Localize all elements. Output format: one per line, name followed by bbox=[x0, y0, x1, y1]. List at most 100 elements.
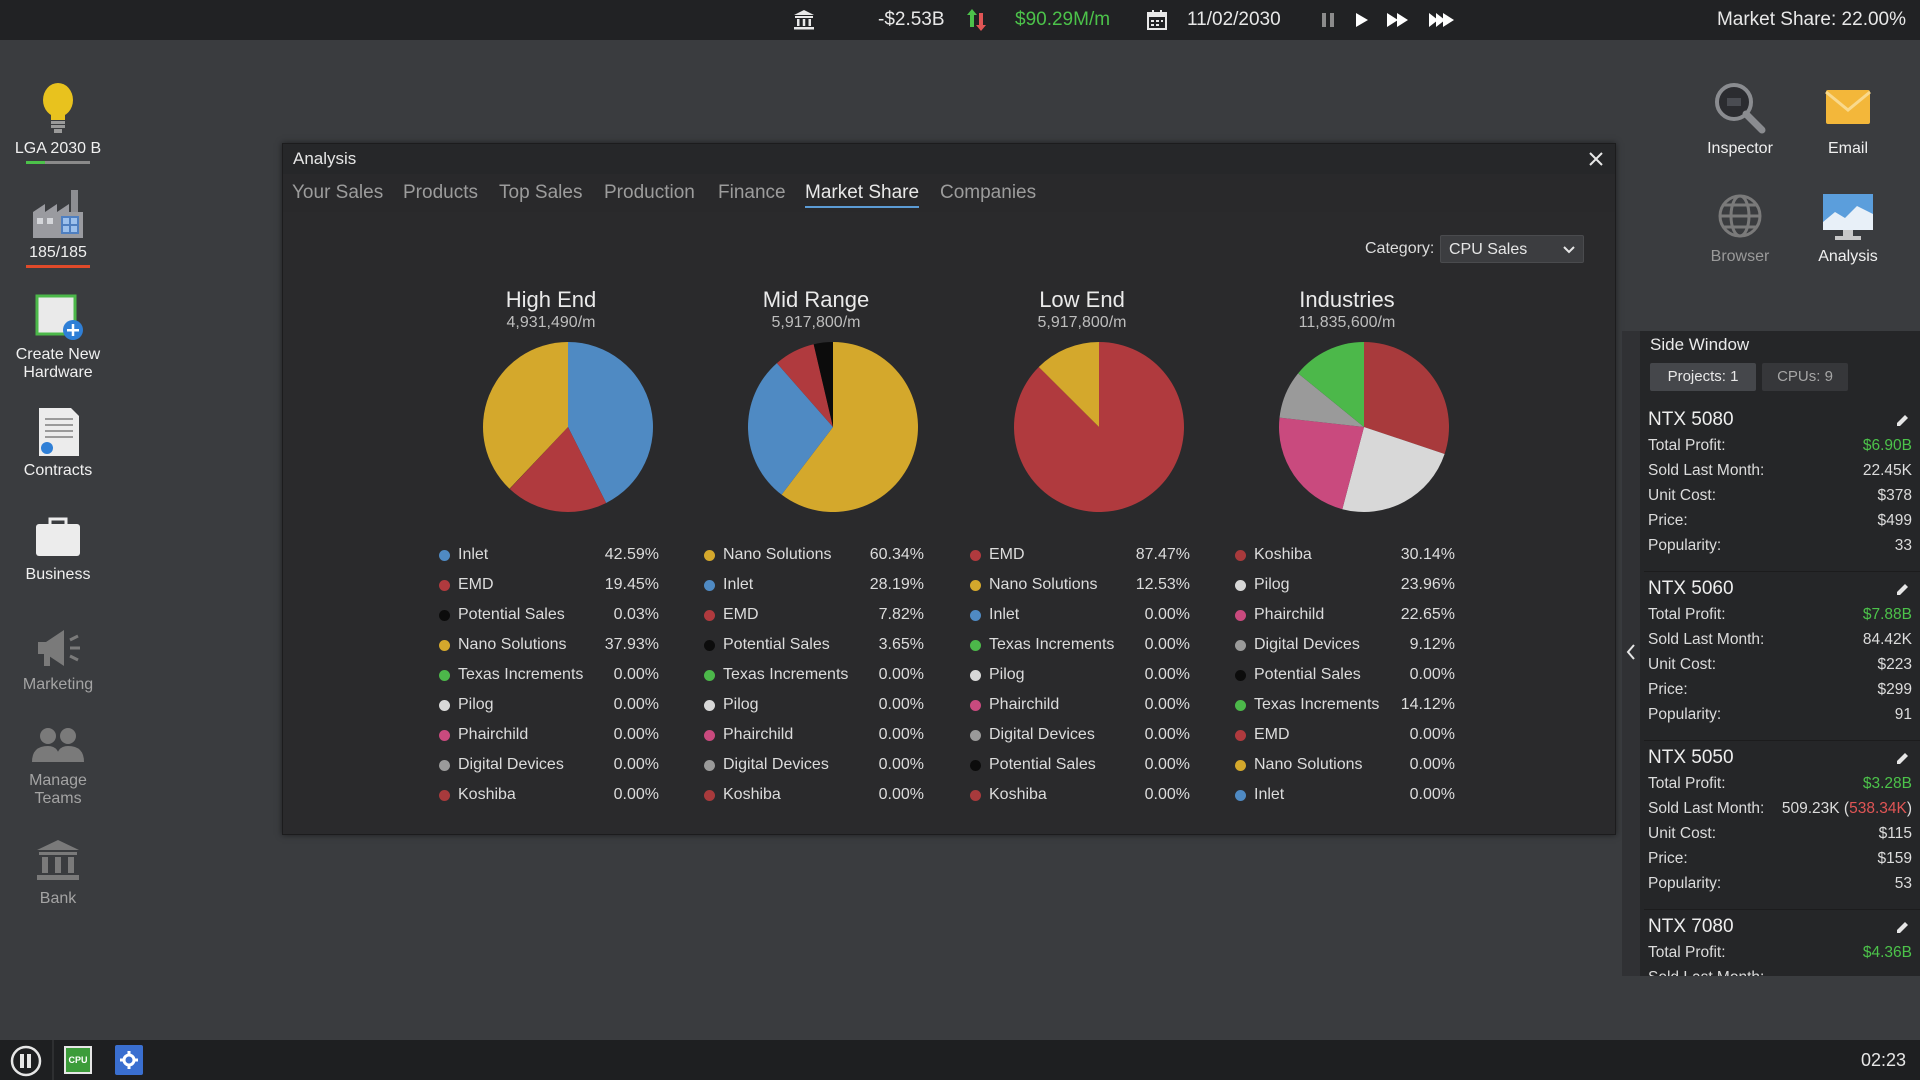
legend-swatch bbox=[970, 730, 981, 741]
product-list[interactable]: NTX 5080 Total Profit: $6.90B Sold Last M… bbox=[1644, 403, 1920, 976]
pencil-icon[interactable] bbox=[1896, 920, 1910, 934]
legend-swatch bbox=[439, 610, 450, 621]
legend-label: Texas Increments bbox=[1254, 696, 1380, 713]
legend-value: 0.00% bbox=[878, 696, 924, 713]
desktop-icon-create-hardware[interactable]: Create New Hardware bbox=[8, 294, 108, 382]
legend-label: Phairchild bbox=[989, 696, 1060, 713]
pencil-icon[interactable] bbox=[1896, 582, 1910, 596]
analysis-content: Category: CPU Sales High End 4,931,490/m… bbox=[283, 212, 1615, 834]
legend-item: Phairchild 0.00% bbox=[439, 722, 659, 752]
side-window-collapse-handle[interactable] bbox=[1622, 331, 1640, 976]
legend-item: Nano Solutions 37.93% bbox=[439, 632, 659, 662]
legend-value: 87.47% bbox=[1135, 546, 1190, 563]
tab-market-share[interactable]: Market Share bbox=[805, 174, 920, 212]
tab-your-sales[interactable]: Your Sales bbox=[292, 182, 384, 203]
legend-label: Koshiba bbox=[1254, 546, 1312, 563]
legend-item: Texas Increments 0.00% bbox=[439, 662, 659, 692]
tab-companies[interactable]: Companies bbox=[940, 182, 1037, 203]
product-card[interactable]: NTX 5060 Total Profit: $7.88B Sold Last M… bbox=[1644, 572, 1920, 741]
popularity-value: 91 bbox=[1894, 706, 1912, 723]
chart-low-end: Low End 5,917,800/m EMD 87.47% Nano Soluti… bbox=[962, 288, 1202, 803]
desktop-icon-lga[interactable]: LGA 2030 B bbox=[8, 80, 108, 164]
desktop-icon-bank[interactable]: Bank bbox=[8, 838, 108, 908]
legend-swatch bbox=[439, 760, 450, 771]
cpus-button[interactable]: CPUs: 9 bbox=[1762, 363, 1848, 391]
close-icon[interactable] bbox=[1587, 150, 1605, 168]
desktop-icon-contracts[interactable]: Contracts bbox=[8, 406, 108, 480]
legend-swatch bbox=[1235, 730, 1246, 741]
pencil-icon[interactable] bbox=[1896, 751, 1910, 765]
analysis-window-title: Analysis bbox=[293, 149, 357, 168]
chart-subtitle: 11,835,600/m bbox=[1298, 314, 1396, 331]
pie-slice-nano-solutions bbox=[1038, 342, 1099, 427]
start-menu-icon[interactable] bbox=[10, 1045, 42, 1077]
bank-icon[interactable] bbox=[792, 8, 816, 32]
date-value: 11/02/2030 bbox=[1187, 9, 1281, 30]
settings-app-icon[interactable] bbox=[115, 1045, 143, 1075]
legend-value: 0.00% bbox=[1144, 786, 1190, 803]
legend-item: Inlet 0.00% bbox=[1235, 782, 1455, 812]
clock: 02:23 bbox=[1860, 1050, 1906, 1070]
tab-finance[interactable]: Finance bbox=[718, 182, 786, 203]
legend-item: Digital Devices 0.00% bbox=[970, 722, 1190, 752]
pie-chart bbox=[1014, 342, 1184, 512]
legend-swatch bbox=[704, 640, 715, 651]
analysis-title-bar[interactable]: Analysis bbox=[283, 144, 1615, 174]
legend-label: Potential Sales bbox=[723, 636, 830, 653]
legend-item: Phairchild 0.00% bbox=[704, 722, 924, 752]
legend-label: Texas Increments bbox=[458, 666, 584, 683]
desktop-icon-business[interactable]: Business bbox=[8, 514, 108, 584]
desktop-icon-inspector[interactable]: Inspector bbox=[1690, 80, 1790, 158]
legend-label: EMD bbox=[989, 546, 1025, 563]
legend-swatch bbox=[439, 700, 450, 711]
desktop-icon-manage-teams[interactable]: Manage Teams bbox=[8, 724, 108, 808]
legend-item: EMD 7.82% bbox=[704, 602, 924, 632]
desktop-icon-email[interactable]: Email bbox=[1798, 88, 1898, 158]
legend-swatch bbox=[970, 790, 981, 801]
projects-button[interactable]: Projects: 1 bbox=[1650, 363, 1756, 391]
fast-forward-icon[interactable] bbox=[1385, 10, 1411, 30]
tab-products[interactable]: Products bbox=[403, 182, 478, 203]
legend-value: 0.00% bbox=[613, 726, 659, 743]
legend-item: Potential Sales 0.00% bbox=[1235, 662, 1455, 692]
desktop-icon-factory[interactable]: 185/185 bbox=[8, 188, 108, 268]
fastest-forward-icon[interactable] bbox=[1428, 10, 1456, 30]
chart-legend: EMD 87.47% Nano Solutions 12.53% Inlet 0.00% T… bbox=[970, 542, 1190, 812]
play-icon[interactable] bbox=[1351, 10, 1371, 30]
cpu-app-label: CPU bbox=[68, 1055, 88, 1065]
analysis-window: Analysis Your Sales Products Top Sales P… bbox=[282, 143, 1616, 835]
legend-item: Nano Solutions 0.00% bbox=[1235, 752, 1455, 782]
price-label: Price: bbox=[1648, 850, 1688, 867]
desktop-icon-analysis[interactable]: Analysis bbox=[1798, 192, 1898, 266]
desktop-icon-browser[interactable]: Browser bbox=[1690, 192, 1790, 266]
sold-value: 84.42K bbox=[1862, 631, 1912, 648]
cpu-app-icon[interactable]: CPU bbox=[64, 1046, 92, 1074]
legend-item: Phairchild 0.00% bbox=[970, 692, 1190, 722]
pie-chart bbox=[748, 342, 918, 512]
desktop-icon-marketing[interactable]: Marketing bbox=[8, 624, 108, 694]
chart-industries: Industries 11,835,600/m Koshiba 30.14% Pil… bbox=[1227, 288, 1467, 803]
product-name: NTX 7080 bbox=[1648, 916, 1734, 937]
tab-top-sales[interactable]: Top Sales bbox=[499, 182, 583, 203]
legend-label: Phairchild bbox=[1254, 606, 1325, 623]
pie-slice-potential-sales bbox=[509, 427, 568, 489]
category-select[interactable]: CPU Sales bbox=[1440, 235, 1584, 263]
legend-value: 0.00% bbox=[878, 756, 924, 773]
pie-slice-koshiba bbox=[1364, 342, 1449, 454]
legend-value: 60.34% bbox=[869, 546, 924, 563]
tab-production[interactable]: Production bbox=[604, 182, 695, 203]
product-card[interactable]: NTX 5050 Total Profit: $3.28B Sold Last M… bbox=[1644, 741, 1920, 910]
legend-value: 28.19% bbox=[869, 576, 924, 593]
cost-label: Unit Cost: bbox=[1648, 825, 1717, 842]
legend-item: EMD 87.47% bbox=[970, 542, 1190, 572]
chevron-left-icon[interactable] bbox=[1625, 643, 1637, 661]
pencil-icon[interactable] bbox=[1896, 413, 1910, 427]
legend-label: Nano Solutions bbox=[458, 636, 567, 653]
legend-item: Nano Solutions 12.53% bbox=[970, 572, 1190, 602]
product-card[interactable]: NTX 5080 Total Profit: $6.90B Sold Last M… bbox=[1644, 403, 1920, 572]
chart-subtitle: 5,917,800/m bbox=[1037, 314, 1127, 331]
product-card[interactable]: NTX 7080 Total Profit: $4.36B Sold Last M… bbox=[1644, 910, 1920, 976]
chart-high-end: High End 4,931,490/m Inlet 42.59% EMD 19.45… bbox=[431, 288, 671, 803]
legend-label: Inlet bbox=[723, 576, 754, 593]
pause-icon[interactable] bbox=[1318, 10, 1338, 30]
